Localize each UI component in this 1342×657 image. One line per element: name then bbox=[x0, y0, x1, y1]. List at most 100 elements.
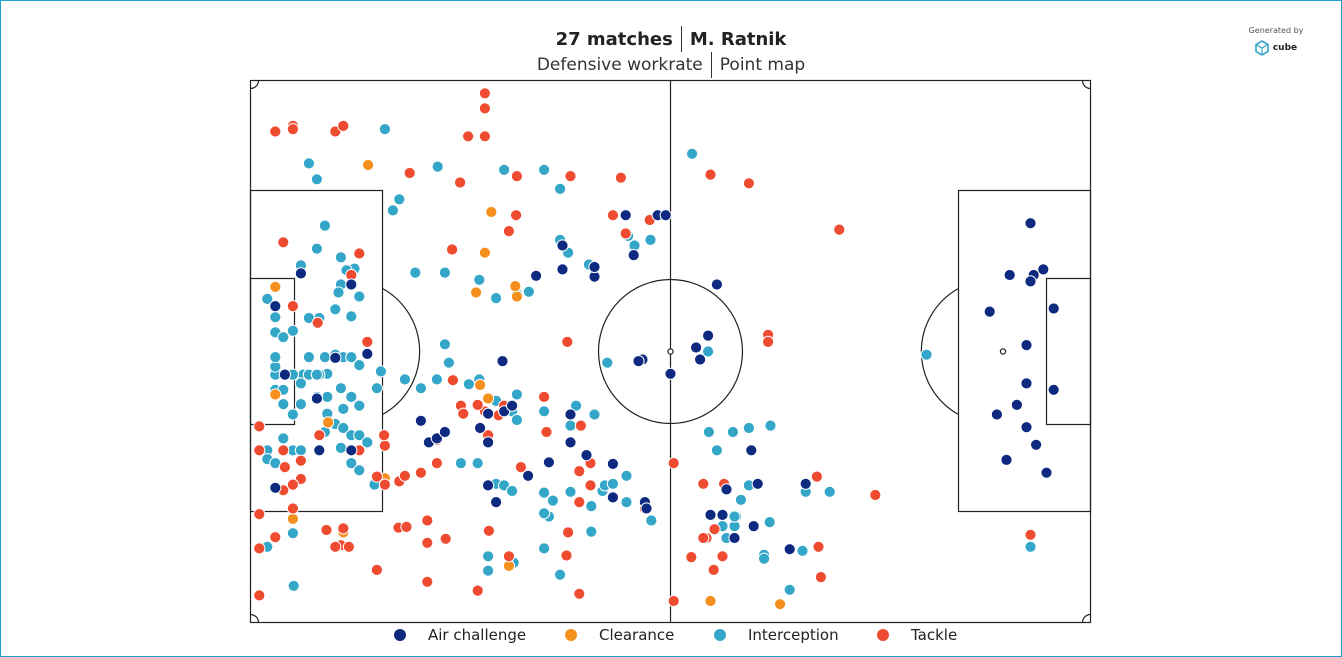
point-interception bbox=[728, 510, 741, 523]
point-air-challenge bbox=[1047, 302, 1060, 315]
point-interception bbox=[644, 233, 657, 246]
point-interception bbox=[442, 356, 455, 369]
point-tackle bbox=[329, 540, 342, 553]
point-air-challenge bbox=[1003, 268, 1016, 282]
point-interception bbox=[764, 419, 777, 432]
point-interception bbox=[498, 163, 511, 176]
point-interception bbox=[538, 542, 551, 555]
point-interception bbox=[438, 266, 451, 279]
point-tackle bbox=[478, 130, 491, 143]
point-interception bbox=[353, 399, 366, 412]
point-tackle bbox=[370, 470, 383, 483]
point-tackle bbox=[378, 429, 391, 442]
point-tackle bbox=[378, 439, 391, 452]
point-tackle bbox=[403, 166, 416, 180]
point-air-challenge bbox=[716, 508, 729, 522]
subtitle-metric: Defensive workrate bbox=[536, 55, 703, 75]
point-interception bbox=[742, 421, 756, 435]
point-interception bbox=[482, 564, 495, 577]
point-interception bbox=[329, 303, 342, 316]
point-tackle bbox=[667, 594, 680, 608]
point-air-challenge bbox=[522, 469, 535, 482]
point-air-challenge bbox=[345, 444, 358, 457]
legend-item-interception: Interception bbox=[714, 626, 839, 644]
point-air-challenge bbox=[1024, 217, 1037, 230]
point-tackle bbox=[294, 454, 307, 467]
point-tackle bbox=[573, 587, 586, 600]
point-air-challenge bbox=[627, 249, 640, 262]
point-interception bbox=[490, 292, 503, 305]
right-six-yard-box bbox=[1045, 277, 1092, 426]
corner-arc-top-right bbox=[1081, 80, 1091, 90]
point-air-challenge bbox=[1024, 275, 1037, 288]
point-tackle bbox=[502, 550, 515, 563]
point-air-challenge bbox=[640, 502, 653, 515]
point-interception bbox=[471, 457, 484, 470]
point-tackle bbox=[446, 243, 459, 256]
point-air-challenge bbox=[564, 408, 577, 421]
point-tackle bbox=[353, 247, 366, 260]
point-air-challenge bbox=[505, 399, 519, 412]
point-air-challenge bbox=[564, 436, 577, 449]
right-penalty-box bbox=[957, 189, 1092, 513]
point-tackle bbox=[471, 398, 484, 411]
point-interception bbox=[345, 310, 358, 323]
point-interception bbox=[286, 408, 299, 421]
point-air-challenge bbox=[430, 432, 443, 445]
point-tackle bbox=[564, 170, 577, 183]
point-interception bbox=[538, 486, 551, 499]
point-interception bbox=[294, 444, 307, 457]
point-tackle bbox=[685, 551, 698, 564]
point-interception bbox=[601, 356, 614, 369]
point-tackle bbox=[277, 444, 290, 457]
point-interception bbox=[337, 421, 350, 435]
point-clearance bbox=[286, 512, 299, 526]
point-interception bbox=[353, 464, 366, 477]
point-interception bbox=[302, 157, 315, 170]
point-interception bbox=[726, 425, 740, 439]
point-tackle bbox=[704, 168, 717, 181]
point-clearance bbox=[322, 416, 335, 429]
point-air-challenge bbox=[269, 481, 282, 494]
corner-arc-top-left bbox=[250, 80, 260, 90]
point-interception bbox=[522, 285, 536, 298]
point-air-challenge bbox=[556, 263, 569, 276]
point-interception bbox=[564, 485, 577, 498]
point-interception bbox=[286, 527, 299, 540]
point-tackle bbox=[502, 225, 515, 238]
point-air-challenge bbox=[345, 278, 358, 291]
point-tackle bbox=[286, 502, 299, 515]
center-spot bbox=[667, 348, 674, 355]
point-tackle bbox=[509, 209, 523, 222]
center-circle bbox=[597, 278, 744, 425]
point-interception bbox=[796, 544, 809, 557]
point-air-challenge bbox=[294, 267, 307, 280]
point-air-challenge bbox=[702, 329, 715, 342]
legend-marker-air-challenge bbox=[394, 629, 406, 641]
point-interception bbox=[686, 147, 699, 160]
point-interception bbox=[473, 273, 486, 286]
point-interception bbox=[378, 123, 391, 136]
point-air-challenge bbox=[474, 421, 487, 435]
point-interception bbox=[398, 373, 411, 386]
point-interception bbox=[585, 500, 598, 513]
point-air-challenge bbox=[1020, 377, 1033, 390]
point-interception bbox=[710, 444, 724, 457]
point-air-challenge bbox=[278, 368, 291, 381]
point-air-challenge bbox=[269, 300, 282, 313]
point-air-challenge bbox=[799, 477, 812, 490]
point-tackle bbox=[707, 563, 720, 577]
legend-label-interception: Interception bbox=[748, 626, 839, 644]
point-interception bbox=[277, 432, 290, 445]
point-interception bbox=[294, 377, 307, 390]
point-interception bbox=[287, 579, 300, 592]
point-air-challenge bbox=[1037, 263, 1050, 276]
point-tackle bbox=[584, 479, 597, 492]
point-interception bbox=[554, 182, 567, 195]
legend-label-clearance: Clearance bbox=[599, 626, 675, 644]
chart-subtitle: Defensive workrate Point map bbox=[0, 52, 1342, 78]
point-air-challenge bbox=[482, 407, 495, 420]
point-tackle bbox=[430, 457, 443, 470]
point-air-challenge bbox=[530, 269, 543, 282]
point-air-challenge bbox=[728, 531, 741, 545]
